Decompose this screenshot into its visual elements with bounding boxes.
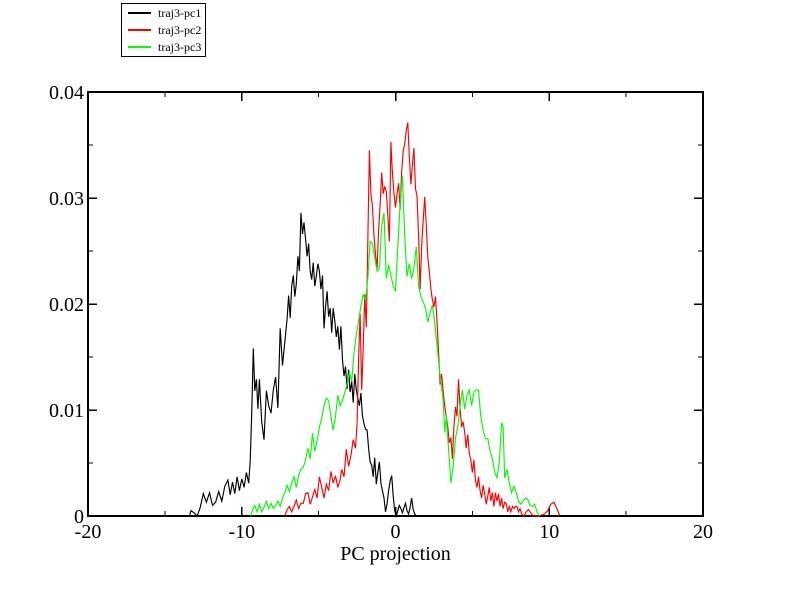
x-axis-title: PC projection xyxy=(340,543,451,565)
x-tick-label: -10 xyxy=(228,521,255,543)
legend-item-traj3-pc1: traj3-pc1 xyxy=(122,5,205,21)
legend-line-sample-red xyxy=(128,29,151,31)
legend-label: traj3-pc2 xyxy=(158,23,202,37)
series-line-traj3-pc2 xyxy=(284,122,561,517)
y-tick-label: 0.04 xyxy=(49,82,84,104)
legend-line-sample-green xyxy=(128,46,151,48)
legend: traj3-pc1 traj3-pc2 traj3-pc3 xyxy=(121,3,206,57)
legend-item-traj3-pc2: traj3-pc2 xyxy=(122,22,205,38)
y-tick-label: 0.03 xyxy=(49,188,84,210)
x-tick-label: 10 xyxy=(539,521,559,543)
legend-label: traj3-pc1 xyxy=(158,6,202,20)
x-tick-label: 0 xyxy=(391,521,401,543)
legend-item-traj3-pc3: traj3-pc3 xyxy=(122,39,205,55)
legend-line-sample-black xyxy=(128,12,151,14)
x-tick-label: -20 xyxy=(75,521,102,543)
y-tick-label: 0.01 xyxy=(49,400,84,422)
series-line-traj3-pc1 xyxy=(188,212,417,519)
y-tick-label: 0.02 xyxy=(49,294,84,316)
axes-frame xyxy=(87,91,704,517)
series-line-traj3-pc3 xyxy=(250,175,540,517)
legend-label: traj3-pc3 xyxy=(158,40,202,54)
x-tick-label: 20 xyxy=(693,521,713,543)
y-tick-label: 0 xyxy=(74,506,84,528)
